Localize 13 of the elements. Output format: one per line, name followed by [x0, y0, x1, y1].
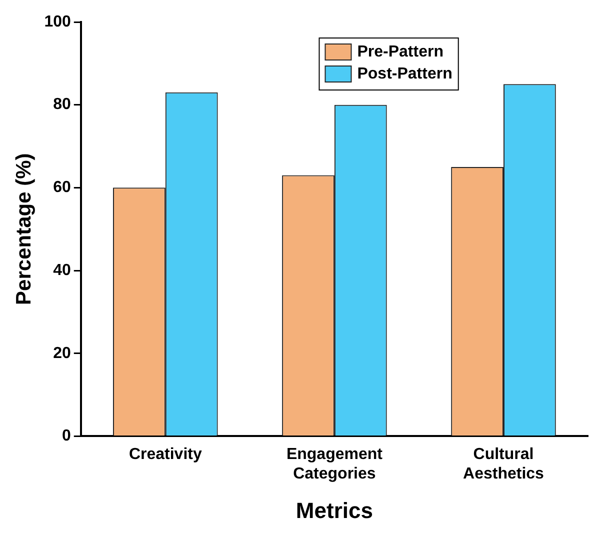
y-tick-label: 0: [62, 428, 71, 445]
y-axis-title: Percentage (%): [12, 153, 36, 305]
y-tick-label: 60: [53, 179, 71, 196]
y-tick-label: 40: [53, 262, 71, 279]
legend-label: Pre-Pattern: [357, 43, 444, 60]
y-tick-label: 100: [44, 13, 71, 30]
x-axis-title: Metrics: [296, 498, 373, 523]
x-tick-label: Cultural Aesthetics: [463, 446, 544, 482]
x-tick-label: Engagement Categories: [286, 446, 384, 482]
legend-label: Post-Pattern: [357, 65, 452, 82]
x-tick-label: Creativity: [128, 446, 202, 464]
y-tick-label: 80: [53, 96, 71, 114]
y-tick-label: 20: [53, 344, 71, 362]
